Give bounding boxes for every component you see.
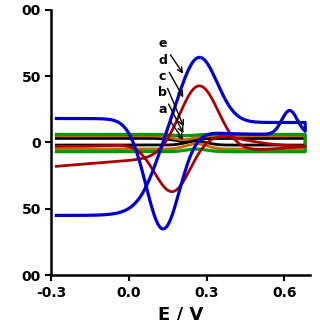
Text: a: a bbox=[158, 103, 182, 139]
Text: d: d bbox=[158, 54, 183, 96]
Text: c: c bbox=[159, 70, 183, 125]
Text: b: b bbox=[158, 86, 183, 132]
Text: e: e bbox=[158, 37, 182, 72]
X-axis label: E / V: E / V bbox=[158, 305, 204, 320]
